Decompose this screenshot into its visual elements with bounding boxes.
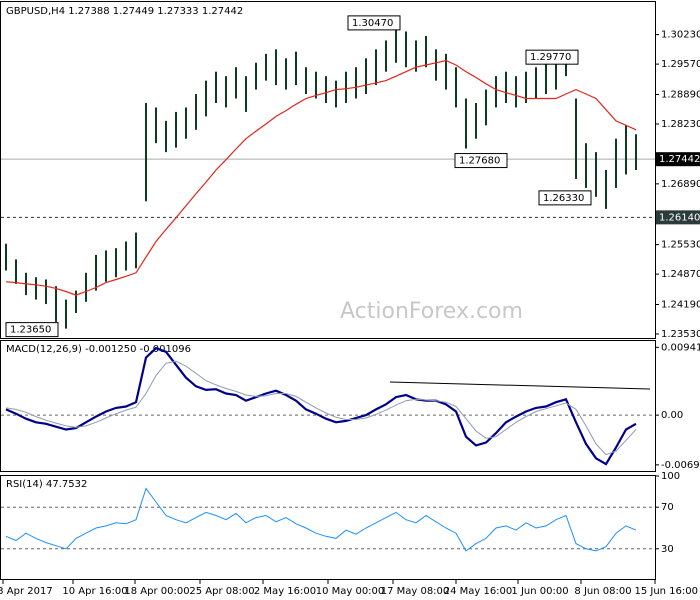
price-panel bbox=[0, 1, 656, 339]
y-tick-label: 100 bbox=[661, 471, 680, 482]
y-tick-label: 1.30230 bbox=[661, 30, 700, 41]
line bbox=[5, 59, 637, 296]
x-tick-label: 1 Jun 00:00 bbox=[511, 586, 568, 597]
x-tick-label: 2 May 16:00 bbox=[254, 586, 316, 597]
rsi-panel bbox=[0, 475, 656, 580]
annotation-label: 1.23650 bbox=[10, 325, 51, 336]
macd-trendline bbox=[389, 381, 651, 390]
x-tick-label: 10 May 00:00 bbox=[316, 586, 385, 597]
annotation-label: 1.26330 bbox=[543, 193, 584, 204]
annotation-box bbox=[5, 322, 59, 338]
line bbox=[5, 360, 637, 456]
y-tick-label: 0.009418 bbox=[661, 342, 700, 353]
line bbox=[5, 487, 637, 552]
level-label: 1.26140 bbox=[659, 212, 700, 223]
macd-header: MACD(12,26,9) -0.001250 -0.001096 bbox=[6, 344, 191, 355]
level-label-box bbox=[656, 210, 700, 225]
rsi-header: RSI(14) 47.7532 bbox=[6, 479, 87, 490]
x-tick-label: 25 Apr 08:00 bbox=[189, 586, 254, 597]
x-tick-label: 17 May 08:00 bbox=[381, 586, 450, 597]
annotation-label: 1.30470 bbox=[352, 18, 393, 29]
annotation-label: 1.27680 bbox=[459, 156, 500, 167]
annotation-box bbox=[525, 49, 579, 65]
current-label: 1.27442 bbox=[659, 154, 700, 165]
x-tick-label: 18 Apr 00:00 bbox=[124, 586, 189, 597]
y-tick-label: -0.006906 bbox=[661, 460, 700, 471]
annotation-box bbox=[538, 190, 592, 206]
x-tick-label: 3 Apr 2017 bbox=[0, 586, 53, 597]
y-tick-label: 1.28230 bbox=[661, 119, 700, 130]
annotation-box bbox=[347, 15, 401, 31]
y-tick-label: 1.25530 bbox=[661, 240, 700, 251]
y-tick-label: 70 bbox=[661, 502, 674, 513]
watermark: ActionForex.com bbox=[340, 299, 523, 324]
current-label-box bbox=[656, 152, 700, 167]
price-header: GBPUSD,H4 1.27388 1.27449 1.27333 1.2744… bbox=[6, 6, 243, 17]
y-tick-label: 1.29570 bbox=[661, 59, 700, 70]
y-tick-label: 1.23530 bbox=[661, 329, 700, 340]
macd-panel bbox=[0, 340, 656, 472]
annotation-label: 1.29770 bbox=[530, 52, 571, 63]
y-tick-label: 1.26890 bbox=[661, 179, 700, 190]
y-tick-label: 1.24870 bbox=[661, 269, 700, 280]
y-tick-label: 30 bbox=[661, 544, 674, 555]
annotation-box bbox=[454, 153, 508, 169]
x-tick-label: 8 Jun 08:00 bbox=[574, 586, 631, 597]
y-tick-label: 1.24190 bbox=[661, 299, 700, 310]
y-tick-label: 1.28890 bbox=[661, 89, 700, 100]
x-tick-label: 15 Jun 16:00 bbox=[634, 586, 698, 597]
line bbox=[5, 346, 637, 466]
y-tick-label: 0.00 bbox=[661, 410, 683, 421]
x-tick-label: 24 May 16:00 bbox=[444, 586, 513, 597]
x-tick-label: 10 Apr 16:00 bbox=[62, 586, 127, 597]
